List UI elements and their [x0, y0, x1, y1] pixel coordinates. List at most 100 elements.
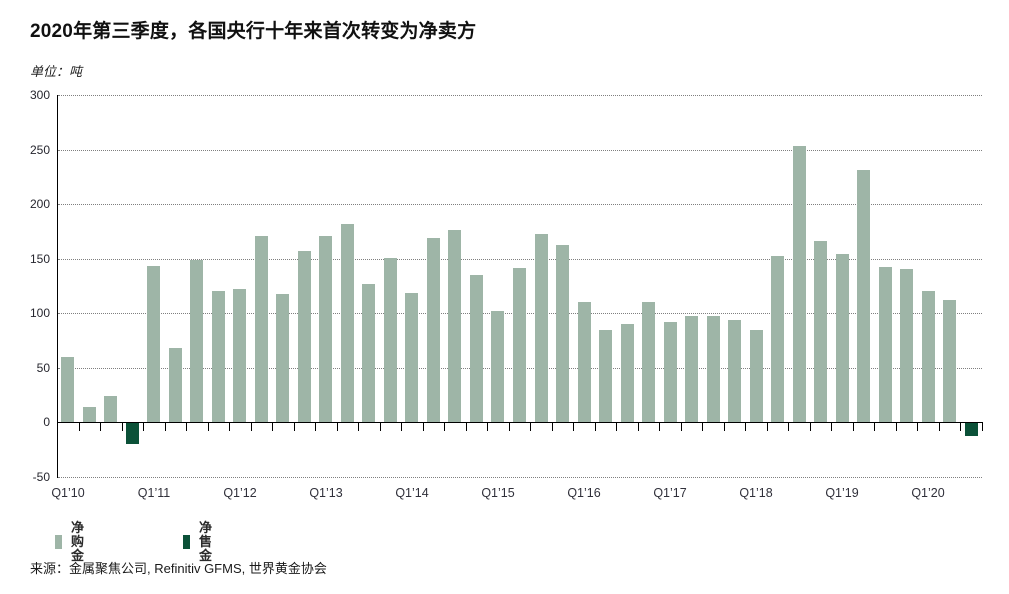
- x-axis-tick: [100, 423, 101, 431]
- x-axis-tick: [573, 423, 574, 431]
- x-axis-tick: [487, 423, 488, 431]
- bar-positive: [384, 258, 397, 422]
- x-axis-tick: [616, 423, 617, 431]
- bar-positive: [728, 320, 741, 422]
- bar-positive: [771, 256, 784, 422]
- bar-positive: [621, 324, 634, 422]
- y-axis-label: 250: [29, 143, 50, 157]
- bar-positive: [900, 269, 913, 422]
- x-axis-tick: [251, 423, 252, 431]
- x-axis-label: Q1’17: [653, 486, 687, 500]
- x-axis-tick: [208, 423, 209, 431]
- x-axis-tick: [57, 423, 58, 431]
- chart-title: 2020年第三季度，各国央行十年来首次转变为净卖方: [30, 21, 477, 42]
- net-purchases-swatch: [55, 535, 62, 549]
- bar-positive: [491, 311, 504, 422]
- bar-positive: [362, 284, 375, 422]
- x-axis-label: Q1’10: [51, 486, 85, 500]
- bar-positive: [233, 289, 246, 422]
- net-sales-label: 净售金: [199, 520, 214, 563]
- bar-positive: [83, 407, 96, 422]
- bar-positive: [276, 294, 289, 422]
- legend-item-net-sales: 净售金: [183, 521, 220, 563]
- x-axis-label: Q1’19: [825, 486, 859, 500]
- bar-positive: [922, 291, 935, 422]
- x-axis-label: Q1’14: [395, 486, 429, 500]
- bar-positive: [642, 302, 655, 422]
- y-axis-label: 300: [29, 88, 50, 102]
- x-axis-tick: [982, 423, 983, 431]
- x-axis-tick: [724, 423, 725, 431]
- y-axis-label: 50: [36, 361, 50, 375]
- x-axis-tick: [143, 423, 144, 431]
- net-purchases-label: 净购金: [71, 520, 86, 563]
- x-axis-tick: [530, 423, 531, 431]
- bar-positive: [599, 330, 612, 422]
- x-axis-tick: [853, 423, 854, 431]
- bar-positive: [341, 224, 354, 422]
- x-axis-tick: [831, 423, 832, 431]
- bar-positive: [298, 251, 311, 422]
- y-axis-label: 0: [43, 415, 50, 429]
- x-axis-tick: [638, 423, 639, 431]
- gridline-300: [58, 95, 982, 96]
- bar-positive: [104, 396, 117, 422]
- bar-positive: [578, 302, 591, 422]
- bar-positive: [814, 241, 827, 422]
- x-axis-tick: [165, 423, 166, 431]
- bar-negative: [965, 423, 978, 436]
- gridline--50: [58, 477, 982, 478]
- bar-positive: [664, 322, 677, 422]
- y-axis-label: 150: [29, 252, 50, 266]
- gridline-250: [58, 150, 982, 151]
- bar-positive: [685, 316, 698, 422]
- bar-positive: [448, 230, 461, 422]
- x-axis-tick: [444, 423, 445, 431]
- x-axis-tick: [380, 423, 381, 431]
- x-axis-line: [57, 422, 983, 423]
- bar-positive: [535, 234, 548, 422]
- bar-positive: [405, 293, 418, 422]
- x-axis-tick: [917, 423, 918, 431]
- bar-positive: [857, 170, 870, 422]
- x-axis-tick: [186, 423, 187, 431]
- x-axis-tick: [509, 423, 510, 431]
- x-axis-tick: [358, 423, 359, 431]
- x-axis-tick: [810, 423, 811, 431]
- gridline-200: [58, 204, 982, 205]
- x-axis-tick: [681, 423, 682, 431]
- x-axis-label: Q1’13: [309, 486, 343, 500]
- x-axis-tick: [552, 423, 553, 431]
- bar-positive: [556, 245, 569, 422]
- bar-negative: [126, 423, 139, 444]
- x-axis-label: Q1’20: [911, 486, 945, 500]
- unit-label: 单位：吨: [30, 64, 83, 79]
- x-axis-tick: [767, 423, 768, 431]
- bar-positive: [427, 238, 440, 422]
- bar-positive: [470, 275, 483, 422]
- y-axis-label: 100: [29, 306, 50, 320]
- bar-positive: [707, 316, 720, 422]
- x-axis-label: Q1’15: [481, 486, 515, 500]
- x-axis-tick: [702, 423, 703, 431]
- x-axis-tick: [595, 423, 596, 431]
- bar-positive: [879, 267, 892, 422]
- y-axis-label: 200: [29, 197, 50, 211]
- x-axis-tick: [874, 423, 875, 431]
- x-axis-tick: [122, 423, 123, 431]
- x-axis-tick: [960, 423, 961, 431]
- bar-positive: [147, 266, 160, 422]
- gridline-150: [58, 259, 982, 260]
- x-axis-tick: [788, 423, 789, 431]
- x-axis-tick: [294, 423, 295, 431]
- x-axis-tick: [659, 423, 660, 431]
- x-axis-tick: [401, 423, 402, 431]
- bar-positive: [169, 348, 182, 422]
- x-axis-label: Q1’16: [567, 486, 601, 500]
- source-line: 来源：金属聚焦公司, Refinitiv GFMS, 世界黄金协会: [30, 561, 327, 576]
- x-axis-tick: [466, 423, 467, 431]
- bar-positive: [943, 300, 956, 422]
- x-axis-label: Q1’18: [739, 486, 773, 500]
- bar-positive: [513, 268, 526, 422]
- x-axis-tick: [79, 423, 80, 431]
